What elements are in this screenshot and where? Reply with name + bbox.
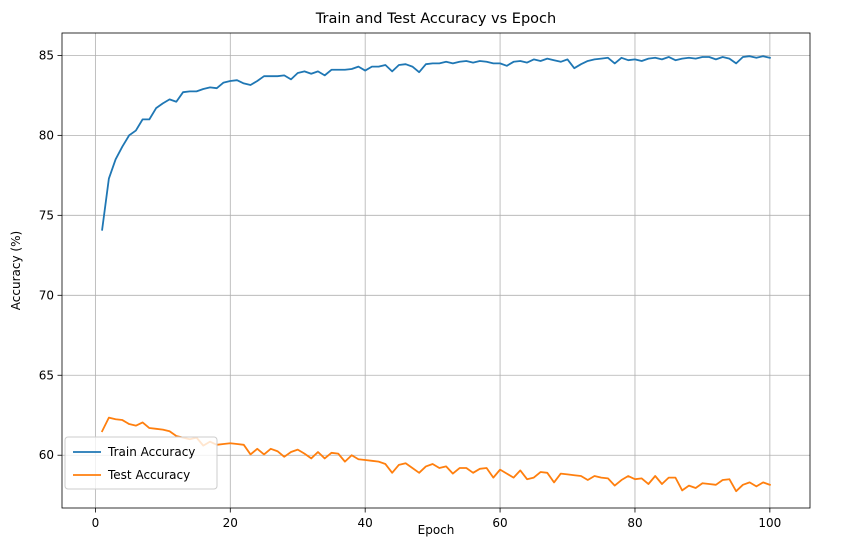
x-tick-label: 20 <box>223 516 238 530</box>
y-axis-label: Accuracy (%) <box>9 231 23 310</box>
x-tick-label: 60 <box>492 516 507 530</box>
x-tick-label: 0 <box>92 516 100 530</box>
legend-box <box>64 436 218 490</box>
y-tick-label: 75 <box>39 208 54 222</box>
plot-frame <box>61 32 811 509</box>
y-tick-label: 70 <box>39 288 54 302</box>
x-tick-label: 40 <box>358 516 373 530</box>
grid-lines <box>62 33 810 508</box>
legend: Train Accuracy Test Accuracy <box>64 436 218 490</box>
axis-ticks: 0 20 40 60 80 100 60 65 70 75 80 85 <box>39 48 782 530</box>
legend-label-train: Train Accuracy <box>107 445 195 459</box>
legend-label-test: Test Accuracy <box>107 468 190 482</box>
y-tick-label: 60 <box>39 448 54 462</box>
series-line-train <box>101 55 771 231</box>
x-tick-label: 100 <box>758 516 781 530</box>
x-axis-label: Epoch <box>418 523 455 537</box>
y-tick-label: 65 <box>39 368 54 382</box>
y-tick-label: 85 <box>39 48 54 62</box>
y-tick-label: 80 <box>39 128 54 142</box>
x-tick-label: 80 <box>627 516 642 530</box>
chart-title: Train and Test Accuracy vs Epoch <box>315 11 556 27</box>
